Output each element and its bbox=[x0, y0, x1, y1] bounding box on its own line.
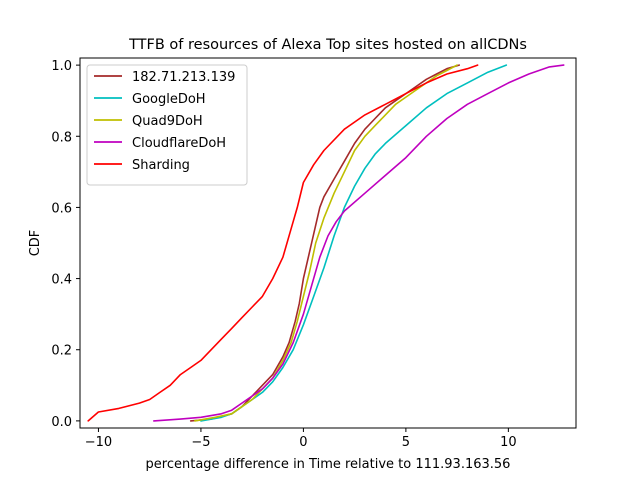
y-axis-ticks: 0.0 0.2 0.4 0.6 0.8 1.0 bbox=[51, 59, 80, 430]
y-tick-label: 0.0 bbox=[51, 415, 72, 430]
x-axis-ticks: −10 −5 0 5 10 bbox=[85, 428, 517, 450]
legend-label: 182.71.213.139 bbox=[132, 70, 235, 85]
legend-box bbox=[86, 64, 248, 186]
x-tick-label: −5 bbox=[191, 435, 210, 450]
y-tick-label: 0.8 bbox=[51, 130, 72, 145]
y-tick-label: 1.0 bbox=[51, 59, 72, 74]
legend-label: Quad9DoH bbox=[132, 114, 203, 129]
x-axis-label: percentage difference in Time relative t… bbox=[146, 457, 511, 472]
plot-frame bbox=[79, 57, 577, 429]
x-tick-label: −10 bbox=[85, 435, 112, 450]
series-line-4 bbox=[87, 64, 479, 422]
y-tick-label: 0.2 bbox=[51, 344, 72, 359]
legend-label: CloudflareDoH bbox=[132, 136, 226, 151]
chart-title: TTFB of resources of Alexa Top sites hos… bbox=[128, 37, 527, 53]
y-tick-label: 0.4 bbox=[51, 273, 72, 288]
x-tick-label: 0 bbox=[299, 435, 307, 450]
y-tick-label: 0.6 bbox=[51, 201, 72, 216]
plot-area bbox=[87, 64, 565, 422]
legend: 182.71.213.139 GoogleDoH Quad9DoH Cloudflar… bbox=[86, 64, 248, 186]
series-line-2 bbox=[194, 64, 458, 422]
y-axis-label: CDF bbox=[28, 230, 43, 257]
x-tick-label: 5 bbox=[402, 435, 410, 450]
legend-label: Sharding bbox=[132, 158, 190, 173]
x-tick-label: 10 bbox=[500, 435, 517, 450]
legend-label: GoogleDoH bbox=[132, 92, 206, 107]
series-line-3 bbox=[153, 64, 565, 422]
